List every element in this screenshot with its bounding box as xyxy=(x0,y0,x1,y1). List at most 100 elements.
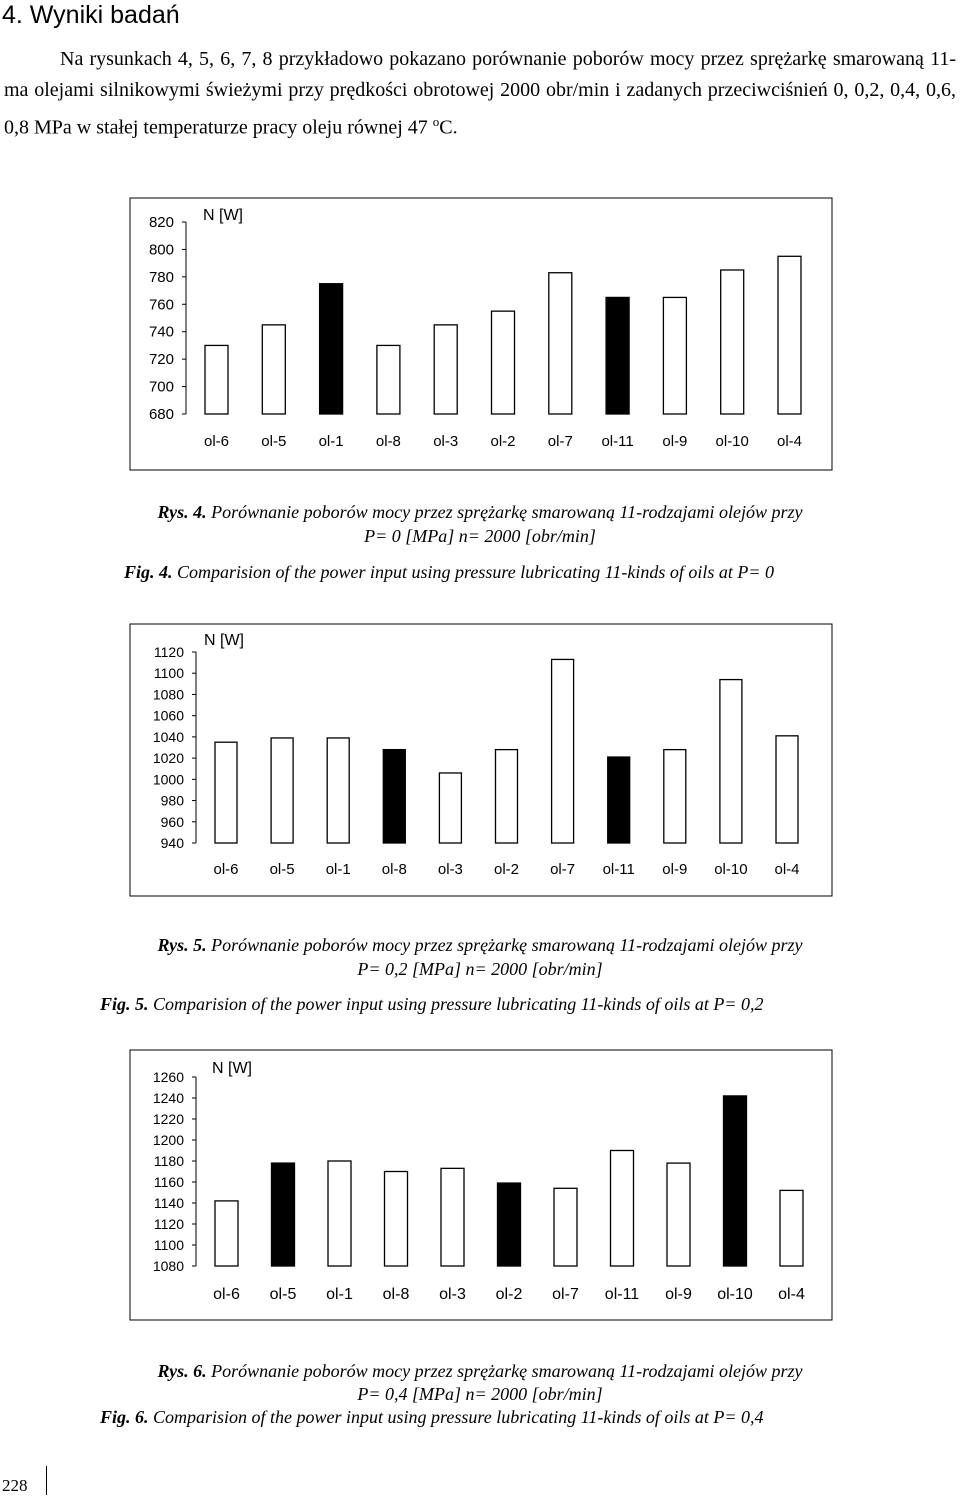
y-tick-label: 700 xyxy=(149,379,174,396)
intro-paragraph: Na rysunkach 4, 5, 6, 7, 8 przykładowo p… xyxy=(4,44,956,144)
page-number: 228 xyxy=(2,1476,28,1495)
category-label: ol-5 xyxy=(270,1286,297,1303)
bar-ol-10 xyxy=(722,1095,748,1267)
bar-ol-5 xyxy=(270,737,294,844)
bar-ol-3 xyxy=(433,324,458,415)
category-label: ol-9 xyxy=(662,861,687,878)
bar-ol-6 xyxy=(214,1200,239,1267)
category-label: ol-4 xyxy=(778,1286,805,1303)
y-tick-label: 780 xyxy=(149,269,174,286)
chart-3: 1080 1100 1120 1140 1160 1180 1200 1220 1240 1260… xyxy=(129,1049,833,1321)
bar-ol-2 xyxy=(494,748,519,844)
caption-pl-label-3: Rys. 6. xyxy=(157,1361,207,1381)
bar-ol-10 xyxy=(720,269,745,415)
category-label: ol-7 xyxy=(552,1286,579,1303)
bar-ol-4 xyxy=(779,1189,804,1267)
bar-ol-7 xyxy=(550,658,575,844)
category-label: ol-2 xyxy=(496,1286,523,1303)
caption-pl-text-2: Porównanie poborów mocy przez sprężarkę … xyxy=(211,935,803,955)
caption-pl-1: Rys. 4. Porównanie poborów mocy przez sp… xyxy=(0,500,960,524)
caption-pl-line2-1: P= 0 [MPa] n= 2000 [obr/min] xyxy=(364,526,596,546)
category-label: ol-2 xyxy=(494,861,519,878)
bar-ol-6 xyxy=(214,741,238,844)
y-tick-label: 1160 xyxy=(154,1174,184,1190)
category-label: ol-3 xyxy=(439,1286,466,1303)
category-label: ol-5 xyxy=(270,861,295,878)
caption-en-label-2: Fig. 5. xyxy=(100,994,149,1014)
caption-en-text-2: Comparision of the power input using pre… xyxy=(153,994,764,1014)
caption-pl-line2-2: P= 0,2 [MPa] n= 2000 [obr/min] xyxy=(357,959,603,979)
caption-pl-label-1: Rys. 4. xyxy=(157,502,207,522)
caption-en-text-1: Comparision of the power input using pre… xyxy=(177,562,774,582)
category-label: ol-5 xyxy=(261,433,286,450)
y-tick-label: 1180 xyxy=(154,1153,184,1169)
y-tick-label: 1020 xyxy=(153,750,184,766)
category-label: ol-10 xyxy=(714,861,747,878)
y-tick-label: 1240 xyxy=(153,1090,184,1106)
category-label: ol-11 xyxy=(605,1286,639,1303)
bar-ol-8 xyxy=(383,1170,409,1267)
category-label: ol-9 xyxy=(665,1286,692,1303)
chart-frame xyxy=(129,197,833,471)
category-label: ol-1 xyxy=(319,433,344,450)
category-label: ol-4 xyxy=(777,433,802,450)
y-tick-label: 1100 xyxy=(154,665,184,681)
y-tick-label: 940 xyxy=(161,835,185,851)
chart-frame xyxy=(129,623,833,897)
category-label: ol-1 xyxy=(326,1286,353,1303)
bar-ol-8 xyxy=(376,344,401,415)
bar-ol-1 xyxy=(318,283,344,415)
category-label: ol-6 xyxy=(204,433,229,450)
intro-text: Na rysunkach 4, 5, 6, 7, 8 przykładowo p… xyxy=(4,48,956,139)
category-label: ol-7 xyxy=(550,861,575,878)
caption-pl-label-2: Rys. 5. xyxy=(157,935,207,955)
y-tick-label: 1120 xyxy=(154,644,184,660)
category-label: ol-6 xyxy=(213,1286,240,1303)
y-tick-label: 1040 xyxy=(153,729,184,745)
y-tick-label: 1260 xyxy=(153,1069,184,1085)
caption-en-3: Fig. 6. Comparision of the power input u… xyxy=(100,1405,764,1429)
bar-ol-1 xyxy=(327,1160,352,1267)
y-tick-label: 1200 xyxy=(153,1132,184,1148)
category-label: ol-3 xyxy=(438,861,463,878)
bar-ol-11 xyxy=(607,756,631,844)
y-tick-label: 740 xyxy=(149,324,174,341)
y-tick-label: 980 xyxy=(161,793,185,809)
category-label: ol-2 xyxy=(490,433,515,450)
chart-frame xyxy=(129,1049,833,1321)
y-axis-label: N [W] xyxy=(204,632,244,649)
section-heading: 4. Wyniki badań xyxy=(2,1,180,29)
bar-ol-9 xyxy=(666,1162,691,1267)
category-label: ol-3 xyxy=(433,433,458,450)
caption-pl-text-3: Porównanie poborów mocy przez sprężarkę … xyxy=(211,1361,803,1381)
caption-en-label-3: Fig. 6. xyxy=(100,1407,149,1427)
bar-ol-3 xyxy=(438,772,463,844)
intro-text-end: C. xyxy=(439,116,458,139)
caption-pl-line2-3: P= 0,4 [MPa] n= 2000 [obr/min] xyxy=(357,1384,603,1404)
y-tick-label: 960 xyxy=(161,814,185,830)
y-tick-label: 1140 xyxy=(154,1195,184,1211)
bar-ol-7 xyxy=(553,1187,578,1267)
caption-pl-text-1: Porównanie poborów mocy przez sprężarkę … xyxy=(211,502,803,522)
footer-rule xyxy=(46,1466,47,1495)
category-label: ol-8 xyxy=(383,1286,410,1303)
y-tick-label: 1220 xyxy=(153,1111,184,1127)
bar-ol-1 xyxy=(326,737,350,844)
bar-ol-2 xyxy=(496,1182,522,1267)
y-axis-label: N [W] xyxy=(203,207,243,224)
category-label: ol-10 xyxy=(717,1286,753,1303)
caption-en-1: Fig. 4. Comparision of the power input u… xyxy=(124,560,774,584)
y-tick-label: 720 xyxy=(149,351,174,368)
y-tick-label: 820 xyxy=(149,214,174,231)
caption-en-label-1: Fig. 4. xyxy=(124,562,173,582)
caption-en-text-3: Comparision of the power input using pre… xyxy=(153,1407,764,1427)
bar-ol-11 xyxy=(609,1149,635,1267)
degree-sup: o xyxy=(432,114,440,129)
bar-ol-9 xyxy=(663,748,687,844)
caption-en-2: Fig. 5. Comparision of the power input u… xyxy=(100,992,764,1016)
category-label: ol-8 xyxy=(376,433,401,450)
caption-pl-3: Rys. 6. Porównanie poborów mocy przez sp… xyxy=(0,1359,960,1383)
y-tick-label: 1100 xyxy=(154,1237,184,1253)
bar-ol-4 xyxy=(775,735,799,844)
